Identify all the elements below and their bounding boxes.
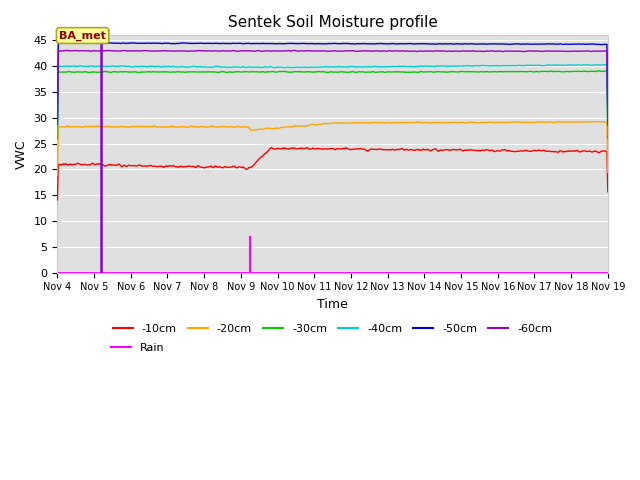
Title: Sentek Soil Moisture profile: Sentek Soil Moisture profile [228,15,438,30]
Legend: Rain: Rain [107,338,170,357]
Text: BA_met: BA_met [60,30,106,41]
X-axis label: Time: Time [317,298,348,311]
Y-axis label: VWC: VWC [15,139,28,169]
